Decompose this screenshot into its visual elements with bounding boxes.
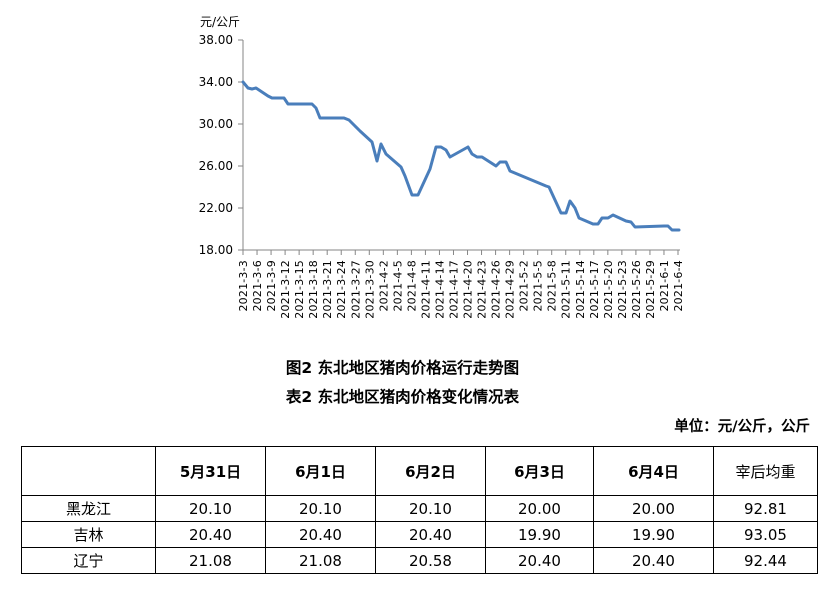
x-tick-label: 2021-4-26 bbox=[490, 260, 503, 319]
x-tick-label: 2021-3-12 bbox=[279, 260, 292, 319]
region-cell: 吉林 bbox=[21, 521, 156, 548]
x-tick-label: 2021-4-5 bbox=[391, 260, 404, 312]
x-tick-label: 2021-4-8 bbox=[405, 260, 418, 312]
x-tick-label: 2021-4-2 bbox=[377, 260, 390, 312]
x-tick-label: 2021-3-3 bbox=[237, 260, 250, 312]
table-row: 黑龙江 20.10 20.10 20.10 20.00 20.00 92.81 bbox=[21, 495, 818, 522]
x-tick-label: 2021-5-8 bbox=[546, 260, 559, 312]
price-line-series bbox=[241, 80, 681, 232]
y-tick-label: 22.00 bbox=[199, 201, 233, 215]
header-cell-date: 5月31日 bbox=[155, 446, 266, 496]
x-tick-label: 2021-5-11 bbox=[560, 260, 573, 319]
value-cell: 20.40 bbox=[375, 521, 486, 548]
value-cell: 20.40 bbox=[485, 547, 594, 574]
x-tick-label: 2021-5-2 bbox=[518, 260, 531, 312]
table-row: 辽宁 21.08 21.08 20.58 20.40 20.40 92.44 bbox=[21, 547, 818, 574]
y-tick-label: 34.00 bbox=[199, 75, 233, 89]
header-cell-avg-weight: 宰后均重 bbox=[713, 446, 818, 496]
x-tick-label: 2021-3-6 bbox=[251, 260, 264, 312]
value-cell: 20.00 bbox=[485, 495, 594, 522]
x-tick-label: 2021-3-27 bbox=[349, 260, 362, 319]
value-cell: 20.58 bbox=[375, 547, 486, 574]
x-tick-label: 2021-5-26 bbox=[630, 260, 643, 319]
region-cell: 辽宁 bbox=[21, 547, 156, 574]
figure-caption: 图2 东北地区猪肉价格运行走势图 bbox=[285, 359, 520, 377]
table-row: 吉林 20.40 20.40 20.40 19.90 19.90 93.05 bbox=[21, 521, 818, 548]
x-tick-label: 2021-6-4 bbox=[672, 260, 685, 312]
value-cell: 20.40 bbox=[155, 521, 266, 548]
value-cell: 21.08 bbox=[155, 547, 266, 574]
x-tick-label: 2021-5-29 bbox=[644, 260, 657, 319]
unit-note: 单位：元/公斤，公斤 bbox=[674, 419, 810, 435]
value-cell: 20.00 bbox=[593, 495, 714, 522]
table-caption: 表2 东北地区猪肉价格变化情况表 bbox=[285, 388, 520, 406]
x-tick-label: 2021-6-1 bbox=[658, 260, 671, 312]
x-tick-label: 2021-5-5 bbox=[532, 260, 545, 312]
x-tick-label: 2021-4-29 bbox=[504, 260, 517, 319]
header-cell-date: 6月3日 bbox=[485, 446, 594, 496]
value-cell: 19.90 bbox=[593, 521, 714, 548]
value-cell: 20.10 bbox=[265, 495, 376, 522]
table-header-row: 5月31日 6月1日 6月2日 6月3日 6月4日 宰后均重 bbox=[21, 446, 818, 496]
value-cell: 20.40 bbox=[265, 521, 376, 548]
x-tick-label: 2021-3-15 bbox=[293, 260, 306, 319]
x-tick-label: 2021-5-14 bbox=[574, 260, 587, 319]
x-tick-label: 2021-3-18 bbox=[307, 260, 320, 319]
value-cell: 93.05 bbox=[713, 521, 818, 548]
header-cell-date: 6月4日 bbox=[593, 446, 714, 496]
y-tick-label: 18.00 bbox=[199, 243, 233, 257]
x-axis: 2021-3-3 2021-3-6 2021-3-9 2021-3-12 2021-3-… bbox=[237, 250, 685, 319]
x-tick-label: 2021-5-20 bbox=[602, 260, 615, 319]
x-tick-label: 2021-4-14 bbox=[433, 260, 446, 319]
x-tick-label: 2021-5-23 bbox=[616, 260, 629, 319]
header-cell-empty bbox=[21, 446, 156, 496]
x-tick-label: 2021-4-17 bbox=[447, 260, 460, 319]
line-chart: 元/公斤 38.00 34.00 30.00 26.00 22.00 18.00 2021… bbox=[199, 15, 685, 319]
x-tick-label: 2021-3-21 bbox=[321, 260, 334, 319]
x-tick-label: 2021-3-30 bbox=[363, 260, 376, 319]
y-tick-label: 26.00 bbox=[199, 159, 233, 173]
y-axis-label: 元/公斤 bbox=[200, 15, 240, 29]
value-cell: 92.44 bbox=[713, 547, 818, 574]
x-tick-label: 2021-4-23 bbox=[476, 260, 489, 319]
value-cell: 19.90 bbox=[485, 521, 594, 548]
x-tick-label: 2021-4-20 bbox=[462, 260, 475, 319]
y-axis: 38.00 34.00 30.00 26.00 22.00 18.00 bbox=[199, 33, 243, 257]
x-tick-label: 2021-4-11 bbox=[419, 260, 432, 319]
header-cell-date: 6月1日 bbox=[265, 446, 376, 496]
value-cell: 20.10 bbox=[375, 495, 486, 522]
region-cell: 黑龙江 bbox=[21, 495, 156, 522]
x-tick-label: 2021-3-24 bbox=[335, 260, 348, 319]
x-tick-label: 2021-3-9 bbox=[265, 260, 278, 312]
x-tick-label: 2021-5-17 bbox=[588, 260, 601, 319]
value-cell: 20.40 bbox=[593, 547, 714, 574]
y-tick-label: 38.00 bbox=[199, 33, 233, 47]
value-cell: 20.10 bbox=[155, 495, 266, 522]
value-cell: 92.81 bbox=[713, 495, 818, 522]
y-tick-label: 30.00 bbox=[199, 117, 233, 131]
value-cell: 21.08 bbox=[265, 547, 376, 574]
price-table: 5月31日 6月1日 6月2日 6月3日 6月4日 宰后均重 黑龙江 20.10… bbox=[21, 446, 818, 574]
header-cell-date: 6月2日 bbox=[375, 446, 486, 496]
